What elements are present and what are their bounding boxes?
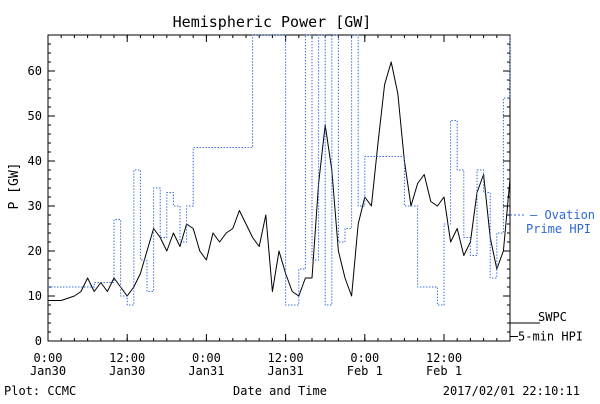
y-tick-label: 60 [28,64,42,78]
plot-frame [47,34,511,342]
axis-ticks: 01020304050600:00Jan3012:00Jan300:00Jan3… [28,35,511,378]
plot-credit: Plot: CCMC [4,384,76,398]
chart-title: Hemispheric Power [GW] [173,13,372,31]
series-line-swpc [48,61,511,301]
legend-label-ovation: Prime HPI [526,222,591,236]
series-line-ovation [48,34,511,306]
x-tick-label-time: 0:00 [192,351,221,365]
x-tick-label-date: Jan31 [268,364,304,378]
x-tick-label-time: 0:00 [350,351,379,365]
y-tick-label: 50 [28,109,42,123]
x-tick-label-date: Feb 1 [347,364,383,378]
y-tick-label: 40 [28,154,42,168]
x-tick-label-date: Jan31 [188,364,224,378]
legend-label-swpc: 5-min HPI [518,330,583,344]
x-tick-label-time: 0:00 [34,351,63,365]
x-tick-label-date: Jan30 [109,364,145,378]
y-tick-label: 30 [28,199,42,213]
x-tick-label-time: 12:00 [109,351,145,365]
legend-label-ovation: — Ovation [530,208,595,222]
series-lines [48,34,511,306]
x-tick-label-time: 12:00 [268,351,304,365]
x-tick-label-date: Jan30 [30,364,66,378]
plot-timestamp: 2017/02/01 22:10:11 [443,384,580,398]
x-tick-label-date: Feb 1 [426,364,462,378]
y-axis-label: P [GW] [7,163,22,210]
x-tick-label-time: 12:00 [426,351,462,365]
legend-label-swpc: SWPC [538,310,567,324]
y-tick-label: 10 [28,289,42,303]
y-tick-label: 20 [28,244,42,258]
y-tick-label: 0 [35,334,42,348]
x-axis-label: Date and Time [233,384,327,398]
